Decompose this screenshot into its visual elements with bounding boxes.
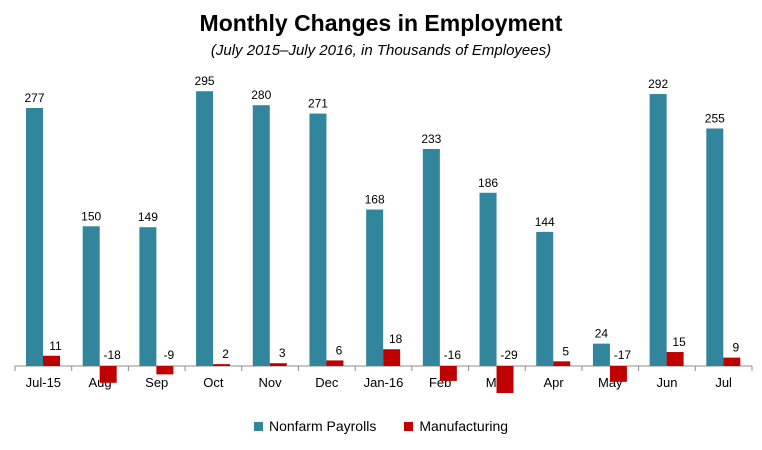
data-label-nonfarm: 186 xyxy=(478,176,498,190)
data-label-nonfarm: 295 xyxy=(195,74,215,88)
bar-manufacturing xyxy=(439,366,457,381)
data-label-manufacturing: 9 xyxy=(732,341,739,355)
x-tick-label: Jan-16 xyxy=(364,375,404,390)
data-label-manufacturing: -29 xyxy=(500,348,518,362)
data-label-nonfarm: 255 xyxy=(705,111,725,125)
x-tick-label: Sep xyxy=(145,375,168,390)
legend-label-manufacturing: Manufacturing xyxy=(419,418,509,434)
legend-swatch-nonfarm xyxy=(253,421,263,431)
data-label-nonfarm: 168 xyxy=(365,193,385,207)
bar-nonfarm xyxy=(139,227,157,366)
data-label-manufacturing: -16 xyxy=(444,348,462,362)
data-label-manufacturing: -9 xyxy=(164,348,175,362)
data-label-manufacturing: 3 xyxy=(279,346,286,360)
data-label-nonfarm: 233 xyxy=(421,132,441,146)
data-label-nonfarm: 149 xyxy=(138,210,158,224)
bar-nonfarm xyxy=(196,91,214,367)
data-label-manufacturing: 15 xyxy=(672,335,686,349)
data-label-manufacturing: 5 xyxy=(562,344,569,358)
x-tick-label: Nov xyxy=(259,375,283,390)
data-label-manufacturing: 6 xyxy=(336,343,343,357)
data-label-nonfarm: 144 xyxy=(535,215,555,229)
bar-nonfarm xyxy=(422,148,440,366)
bar-manufacturing xyxy=(383,349,401,366)
legend-item-nonfarm: Nonfarm Payrolls xyxy=(253,418,377,434)
bar-nonfarm xyxy=(706,128,724,366)
bar-manufacturing xyxy=(99,366,117,383)
legend-label-nonfarm: Nonfarm Payrolls xyxy=(268,418,377,434)
bar-nonfarm xyxy=(82,226,100,366)
data-label-nonfarm: 280 xyxy=(251,88,271,102)
chart-subtitle: (July 2015–July 2016, in Thousands of Em… xyxy=(210,42,552,59)
data-label-nonfarm: 277 xyxy=(24,91,44,105)
x-tick-label: Jun xyxy=(656,375,677,390)
legend-item-manufacturing: Manufacturing xyxy=(404,418,508,434)
bar-manufacturing xyxy=(43,355,60,366)
data-label-nonfarm: 150 xyxy=(81,209,101,223)
x-tick-label: Apr xyxy=(543,375,564,390)
bar-manufacturing xyxy=(609,366,627,382)
bar-nonfarm xyxy=(252,105,270,366)
x-tick-label: Dec xyxy=(315,375,339,390)
bar-manufacturing xyxy=(326,360,344,366)
bar-manufacturing xyxy=(156,366,174,375)
x-tick-label: Oct xyxy=(203,375,224,390)
chart-title: Monthly Changes in Employment xyxy=(199,10,563,36)
bar-nonfarm xyxy=(649,94,667,367)
bar-nonfarm xyxy=(309,113,327,367)
bar-manufacturing xyxy=(553,361,571,366)
bar-nonfarm xyxy=(366,209,384,366)
data-label-manufacturing: 18 xyxy=(389,332,403,346)
data-label-manufacturing: 2 xyxy=(222,347,229,361)
data-label-nonfarm: 24 xyxy=(595,327,609,341)
legend-swatch-manufacturing xyxy=(404,421,414,431)
bar-nonfarm xyxy=(26,108,43,366)
bar-nonfarm xyxy=(592,343,610,366)
bar-manufacturing xyxy=(496,366,514,394)
data-label-nonfarm: 292 xyxy=(648,77,668,91)
bar-nonfarm xyxy=(479,192,497,366)
x-tick-label: Jul-15 xyxy=(26,375,61,390)
data-label-nonfarm: 271 xyxy=(308,97,328,111)
legend: Nonfarm Payrolls Manufacturing xyxy=(0,418,762,434)
bar-manufacturing xyxy=(723,357,741,366)
data-label-manufacturing: 11 xyxy=(49,339,62,353)
x-tick-label: Jul xyxy=(715,375,732,390)
bar-manufacturing xyxy=(666,352,684,366)
data-label-manufacturing: -18 xyxy=(104,348,122,362)
data-label-manufacturing: -17 xyxy=(614,348,632,362)
bar-manufacturing xyxy=(213,364,231,366)
bar-manufacturing xyxy=(269,363,287,366)
bar-nonfarm xyxy=(536,231,554,366)
